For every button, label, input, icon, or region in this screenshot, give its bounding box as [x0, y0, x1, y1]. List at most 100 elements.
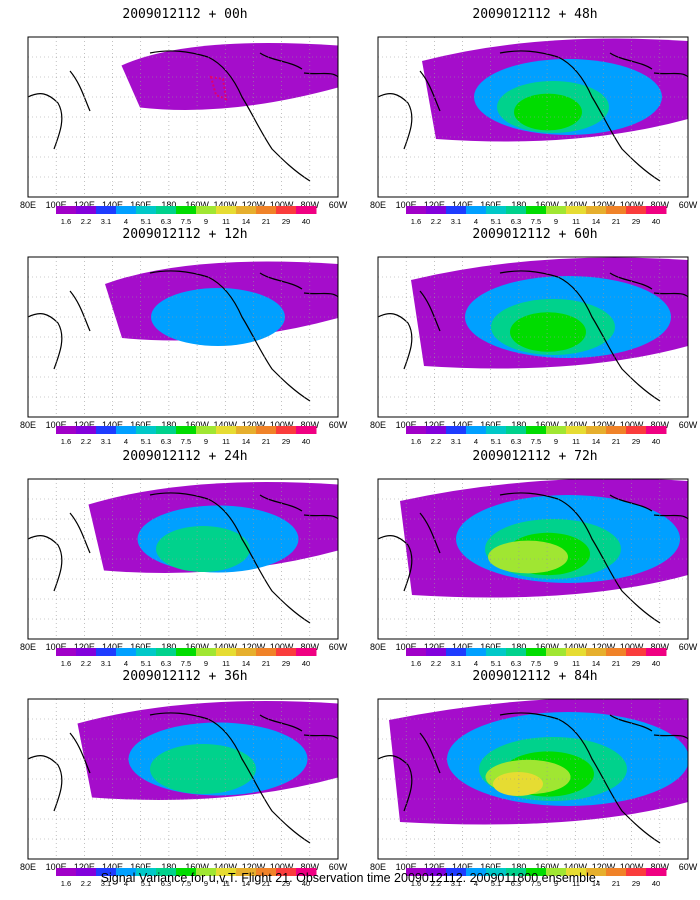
panel-title: 2009012112 + 60h	[472, 227, 598, 242]
colorbar-swatch	[606, 426, 627, 434]
lon-label: 80W	[651, 862, 670, 872]
lon-label: 100E	[396, 200, 417, 210]
colorbar-swatch	[216, 206, 237, 214]
colorbar-label: 1.6	[61, 437, 71, 446]
lon-label: 80W	[301, 420, 320, 430]
colorbar-swatch	[546, 426, 567, 434]
lon-label: 140E	[102, 420, 123, 430]
colorbar-label: 11	[222, 659, 230, 668]
lon-label: 160W	[535, 420, 559, 430]
colorbar-swatch	[646, 868, 667, 876]
colorbar-swatch	[296, 648, 317, 656]
colorbar-label: 21	[612, 879, 620, 888]
colorbar-label: 7.5	[181, 659, 191, 668]
shading-layer	[378, 257, 688, 402]
colorbar-label: 21	[612, 437, 620, 446]
colorbar-swatch	[56, 206, 77, 214]
map-area: 80N70N60N50N40N30N20N10NEQ80E100E120E140…	[20, 251, 350, 430]
colorbar-swatch	[96, 868, 117, 876]
colorbar-label: 14	[242, 217, 250, 226]
colorbar-label: 2.2	[81, 217, 91, 226]
colorbar-label: 21	[262, 659, 270, 668]
lon-label: 140W	[564, 642, 588, 652]
colorbar-label: 4	[474, 879, 478, 888]
lon-label: 100W	[620, 420, 644, 430]
lon-label: 160E	[130, 420, 151, 430]
colorbar-label: 29	[282, 659, 290, 668]
colorbar-label: 9	[554, 217, 558, 226]
colorbar-swatch	[76, 426, 97, 434]
colorbar-swatch	[276, 426, 297, 434]
map-svg: 80N70N60N50N40N30N20N10NEQ80E100E120E140…	[20, 36, 348, 210]
lon-label: 140E	[102, 200, 123, 210]
colorbar-label: 40	[652, 217, 660, 226]
gridlines	[28, 479, 338, 639]
lon-label: 140W	[564, 200, 588, 210]
lon-label: 120W	[242, 642, 266, 652]
colorbar-swatch	[216, 648, 237, 656]
colorbar-label: 29	[632, 437, 640, 446]
colorbar-label: 21	[262, 217, 270, 226]
colorbar-swatch	[626, 648, 647, 656]
colorbar-swatch	[506, 206, 527, 214]
lon-label: 180	[511, 862, 526, 872]
colorbar-swatch	[566, 426, 587, 434]
lon-label: 140W	[564, 420, 588, 430]
colorbar-swatch	[96, 648, 117, 656]
colorbar-swatch	[56, 868, 77, 876]
colorbar-label: 21	[262, 879, 270, 888]
lon-label: 80W	[651, 200, 670, 210]
lon-label: 120W	[242, 420, 266, 430]
colorbar-swatch	[466, 868, 487, 876]
colorbar-swatch	[136, 206, 157, 214]
map-frame	[27, 256, 339, 418]
lon-label: 180	[161, 642, 176, 652]
colorbar-label: 3.1	[451, 437, 461, 446]
colorbar-swatch	[156, 868, 177, 876]
colorbar-swatch	[426, 426, 447, 434]
colorbar-swatch	[546, 868, 567, 876]
map-panel: 2009012112 + 72h80N70N60N50N40N30N20N10N…	[370, 450, 700, 669]
map-area: 80N70N60N50N40N30N20N10NEQ80E100E120E140…	[370, 251, 700, 430]
colorbar-swatch	[446, 868, 467, 876]
lon-label: 120E	[74, 200, 95, 210]
shading-layer	[378, 699, 688, 844]
colorbar-label: 3.1	[101, 879, 111, 888]
lon-label: 60W	[679, 862, 698, 872]
map-svg: 80N70N60N50N40N30N20N10NEQ80E100E120E140…	[370, 36, 698, 210]
colorbar-swatch	[566, 648, 587, 656]
colorbar-swatch	[76, 648, 97, 656]
colorbar-swatch	[256, 206, 277, 214]
lon-label: 60W	[679, 642, 698, 652]
lon-label: 140E	[452, 200, 473, 210]
colorbar-label: 11	[572, 437, 580, 446]
coastline	[378, 50, 688, 182]
lon-label: 120E	[424, 200, 445, 210]
lon-label: 60W	[329, 642, 348, 652]
colorbar-swatch	[116, 426, 137, 434]
lon-label: 140W	[214, 862, 238, 872]
lon-label: 100W	[620, 642, 644, 652]
colorbar-label: 29	[282, 879, 290, 888]
colorbar-label: 7.5	[181, 217, 191, 226]
shading-layer	[28, 482, 338, 624]
colorbar-label: 3.1	[101, 217, 111, 226]
map-frame	[27, 698, 339, 860]
colorbar-label: 6.3	[511, 659, 521, 668]
colorbar-label: 2.2	[81, 879, 91, 888]
colorbar-swatch	[566, 868, 587, 876]
colorbar-swatch	[196, 426, 217, 434]
colorbar-label: 2.2	[81, 437, 91, 446]
lon-label: 120W	[242, 200, 266, 210]
colorbar-swatch	[236, 868, 257, 876]
colorbar-label: 7.5	[531, 437, 541, 446]
map-frame	[377, 698, 689, 860]
map-panel: 2009012112 + 12h80N70N60N50N40N30N20N10N…	[20, 228, 350, 447]
colorbar: 1.6 2.2 3.1 4 5.1 6.3 7.5 9 11 14 21 29 40	[406, 868, 667, 888]
lon-label: 100E	[396, 420, 417, 430]
lon-label: 80E	[370, 642, 386, 652]
gridlines	[378, 699, 688, 859]
panel-title: 2009012112 + 24h	[122, 449, 248, 464]
colorbar-label: 14	[592, 659, 600, 668]
colorbar-swatch	[486, 868, 507, 876]
